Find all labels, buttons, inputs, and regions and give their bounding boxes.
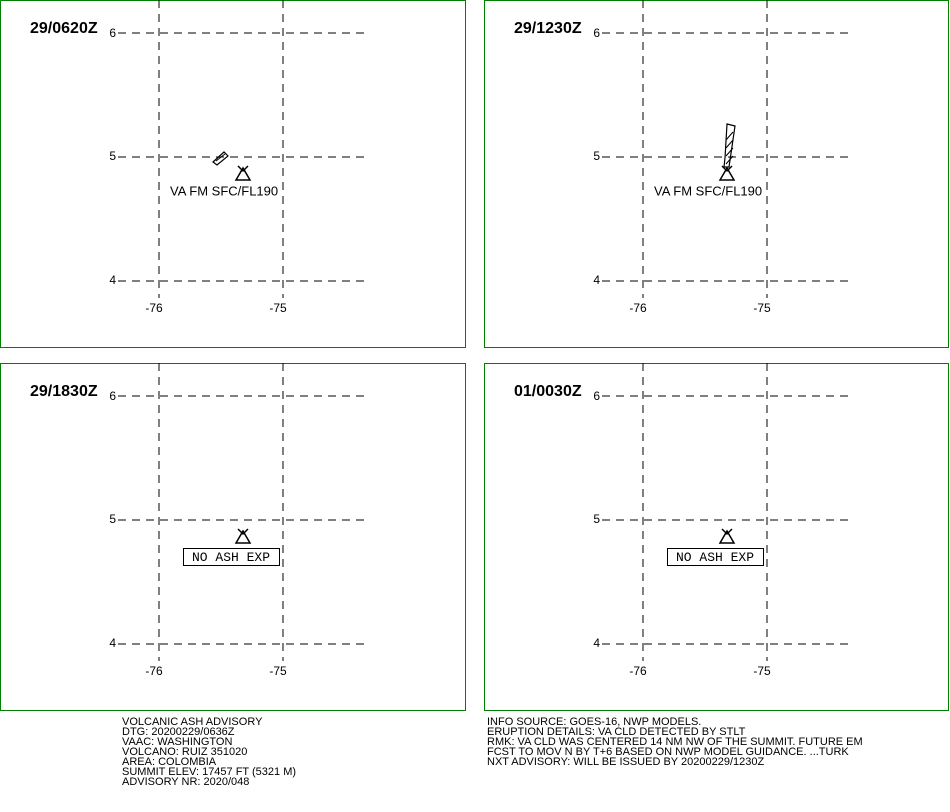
lat-label: 4 <box>593 273 600 287</box>
ash-hatch <box>725 147 734 157</box>
lon-label: -76 <box>145 301 163 315</box>
advisory-line: FCST TO MOV N BY T+6 BASED ON NWP MODEL … <box>487 746 849 758</box>
map-panel: -76 -75 6 5 4 29/1230Z VA FM SFC/FL190 <box>484 0 949 348</box>
ash-hatch <box>725 139 734 149</box>
annotation-box <box>183 548 280 566</box>
cloud-annotation: NO ASH EXP <box>192 550 270 565</box>
lat-label: 4 <box>593 636 600 650</box>
valid-time: 29/1230Z <box>514 20 582 37</box>
panel-frame <box>484 363 949 711</box>
map-panel: -76 -75 6 5 4 29/1830Z NO ASH EXP <box>0 363 466 711</box>
lon-label: -75 <box>753 301 771 315</box>
lat-label: 5 <box>593 512 600 526</box>
annotation-box <box>667 548 764 566</box>
advisory-line: ERUPTION DETAILS: VA CLD DETECTED BY STL… <box>487 726 746 738</box>
ash-hatch <box>725 155 734 165</box>
ash-hatch <box>215 153 226 162</box>
ash-cloud <box>723 123 736 168</box>
cloud-annotation: NO ASH EXP <box>676 550 754 565</box>
lat-label: 6 <box>109 389 116 403</box>
lat-label: 4 <box>109 636 116 650</box>
advisory-line: ADVISORY NR: 2020/048 <box>122 776 249 788</box>
advisory-line: VAAC: WASHINGTON <box>122 736 232 748</box>
advisory-line: DTG: 20200229/0636Z <box>122 726 235 738</box>
advisory-line: NXT ADVISORY: WILL BE ISSUED BY 20200229… <box>487 756 764 768</box>
lat-label: 6 <box>593 26 600 40</box>
volcano-symbol <box>234 165 252 181</box>
cloud-annotation: VA FM SFC/FL190 <box>170 183 278 198</box>
lat-label: 6 <box>109 26 116 40</box>
lon-label: -75 <box>753 664 771 678</box>
map-panel: -76 -75 6 5 4 29/0620Z VA FM SFC/FL190 <box>0 0 466 348</box>
volcano-symbol <box>718 165 736 181</box>
lat-label: 5 <box>109 512 116 526</box>
lat-label: 4 <box>109 273 116 287</box>
panel-frame <box>484 0 949 348</box>
map-panel: -76 -75 6 5 4 01/0030Z NO ASH EXP <box>484 363 949 711</box>
lon-label: -76 <box>629 664 647 678</box>
lon-label: -76 <box>145 664 163 678</box>
cloud-annotation: VA FM SFC/FL190 <box>654 183 762 198</box>
panel-frame <box>0 363 466 711</box>
lat-label: 6 <box>593 389 600 403</box>
panel-frame <box>0 0 466 348</box>
valid-time: 29/0620Z <box>30 20 98 37</box>
lon-label: -75 <box>269 301 287 315</box>
ash-hatch <box>725 131 734 141</box>
advisory-line: AREA: COLOMBIA <box>122 756 217 768</box>
advisory-line: INFO SOURCE: GOES-16, NWP MODELS. <box>487 716 701 728</box>
volcano-symbol <box>234 528 252 544</box>
volcano-symbol <box>718 528 736 544</box>
valid-time: 01/0030Z <box>514 383 582 400</box>
advisory-line: SUMMIT ELEV: 17457 FT (5321 M) <box>122 766 296 778</box>
advisory-line: VOLCANIC ASH ADVISORY <box>122 716 263 728</box>
lat-label: 5 <box>593 149 600 163</box>
valid-time: 29/1830Z <box>30 383 98 400</box>
lat-label: 5 <box>109 149 116 163</box>
ash-cloud <box>212 151 229 166</box>
advisory-line: RMK: VA CLD WAS CENTERED 14 NM NW OF THE… <box>487 736 863 748</box>
lon-label: -75 <box>269 664 287 678</box>
advisory-line: VOLCANO: RUIZ 351020 <box>122 746 247 758</box>
lon-label: -76 <box>629 301 647 315</box>
